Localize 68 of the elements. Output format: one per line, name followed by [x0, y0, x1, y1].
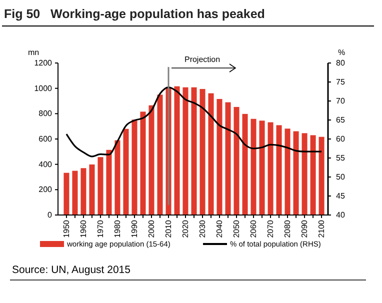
bar — [132, 120, 138, 215]
y-tick-label: 800 — [38, 109, 53, 118]
x-tick-label: 2030 — [198, 219, 208, 238]
chart-title: Fig 50 Working-age population has peaked — [4, 7, 265, 21]
x-tick-label: 2050 — [232, 219, 242, 238]
x-tick-label: 2100 — [317, 219, 326, 238]
x-tick-label: 2080 — [283, 219, 292, 238]
bar — [225, 102, 231, 215]
y-axis-title: mn — [28, 48, 40, 57]
x-tick-label: 2060 — [249, 219, 258, 238]
x-tick-label: 2010 — [164, 219, 174, 238]
bar — [114, 140, 120, 215]
bar — [310, 135, 316, 215]
bar — [318, 136, 324, 215]
bar — [259, 120, 265, 215]
y2-axis-title: % — [338, 48, 346, 57]
bar — [250, 118, 256, 215]
bar — [216, 98, 222, 215]
bar — [174, 86, 180, 215]
x-tick-label: 1970 — [96, 219, 106, 238]
x-tick-label: 2040 — [215, 219, 224, 238]
y-tick-label: 1200 — [34, 58, 53, 68]
annotation: Projection — [184, 55, 220, 64]
bar — [89, 164, 95, 215]
bar — [284, 128, 290, 215]
y2-tick-label: 75 — [336, 78, 346, 87]
bar — [106, 150, 112, 215]
y2-tick-label: 65 — [336, 116, 346, 125]
y2-tick-label: 55 — [336, 154, 346, 163]
y2-tick-label: 70 — [336, 96, 346, 106]
bar — [268, 122, 274, 215]
y-tick-label: 1000 — [34, 84, 53, 93]
bar — [64, 172, 70, 215]
bar — [276, 125, 282, 215]
bar — [148, 105, 154, 215]
source-note: Source: UN, August 2015 — [12, 264, 131, 276]
line-series — [66, 86, 322, 158]
x-tick-label: 1980 — [113, 219, 122, 238]
bar — [98, 157, 104, 215]
y2-tick-label: 80 — [336, 58, 346, 68]
bar — [191, 87, 197, 215]
y-tick-label: 400 — [38, 160, 53, 169]
y-tick-label: 600 — [38, 134, 53, 144]
y-tick-label: 200 — [38, 185, 53, 194]
y-tick-label: 0 — [48, 210, 53, 220]
x-tick-label: 2020 — [181, 219, 190, 238]
bar — [293, 131, 299, 215]
x-tick-label: 1960 — [79, 219, 88, 238]
y2-tick-label: 40 — [336, 210, 346, 220]
x-tick-label: 2090 — [300, 219, 310, 238]
bar — [200, 88, 206, 215]
bar — [182, 87, 188, 215]
bar — [80, 168, 86, 215]
x-tick-label: 2000 — [147, 219, 156, 238]
bar — [208, 93, 214, 215]
x-tick-label: 1990 — [130, 219, 140, 238]
bar — [123, 128, 129, 215]
y2-tick-label: 50 — [336, 172, 346, 182]
bar — [72, 170, 78, 215]
y2-tick-label: 60 — [336, 134, 346, 144]
x-tick-label: 1950 — [62, 219, 72, 238]
x-tick-label: 2070 — [266, 219, 276, 238]
bar — [242, 114, 248, 215]
bar — [140, 112, 146, 215]
bar — [157, 94, 163, 215]
bar — [302, 133, 308, 215]
bar — [234, 106, 240, 215]
y2-tick-label: 45 — [336, 192, 346, 201]
